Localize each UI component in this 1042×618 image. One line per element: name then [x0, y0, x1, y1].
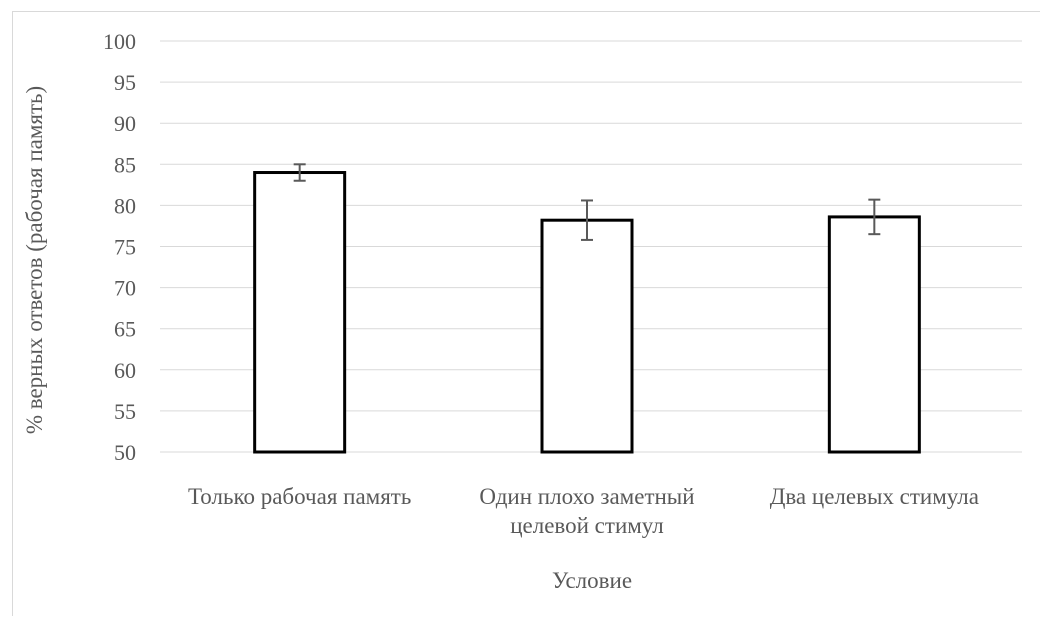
error-bar [868, 198, 881, 236]
x-category-label-line: целевой стимул [510, 513, 664, 538]
x-category-labels: Только рабочая память Один плохо заметный… [188, 484, 979, 538]
y-tick-label: 90 [114, 111, 136, 136]
x-category-label-line: Только рабочая память [188, 484, 411, 509]
y-tick-label: 85 [114, 152, 136, 177]
y-tick-label: 65 [114, 317, 136, 342]
y-tick-label: 80 [114, 193, 136, 218]
y-tick-label: 95 [114, 70, 136, 95]
error-bars [293, 163, 881, 241]
bar [827, 215, 921, 454]
y-tick-label: 50 [114, 440, 136, 465]
bar [540, 218, 634, 454]
y-tick-label: 100 [103, 29, 136, 54]
x-category-label: Два целевых стимула [770, 484, 979, 509]
x-category-label: Один плохо заметный целевой стимул [479, 484, 694, 538]
x-category-label: Только рабочая память [188, 484, 411, 509]
error-bar [293, 163, 306, 182]
chart-frame [12, 11, 1040, 616]
y-tick-label: 60 [114, 358, 136, 383]
y-tick-label: 55 [114, 399, 136, 424]
error-bar [581, 199, 593, 241]
y-tick-label: 70 [114, 276, 136, 301]
x-axis-title: Условие [552, 568, 632, 593]
bars [253, 171, 921, 454]
x-category-label-line: Два целевых стимула [770, 484, 979, 509]
y-axis-title: % верных ответов (рабочая память) [22, 86, 47, 434]
y-tick-labels: 50 55 60 65 70 75 80 85 90 95 100 [103, 29, 136, 465]
y-tick-label: 75 [114, 235, 136, 260]
x-category-label-line: Один плохо заметный [479, 484, 694, 509]
bar [253, 171, 347, 454]
